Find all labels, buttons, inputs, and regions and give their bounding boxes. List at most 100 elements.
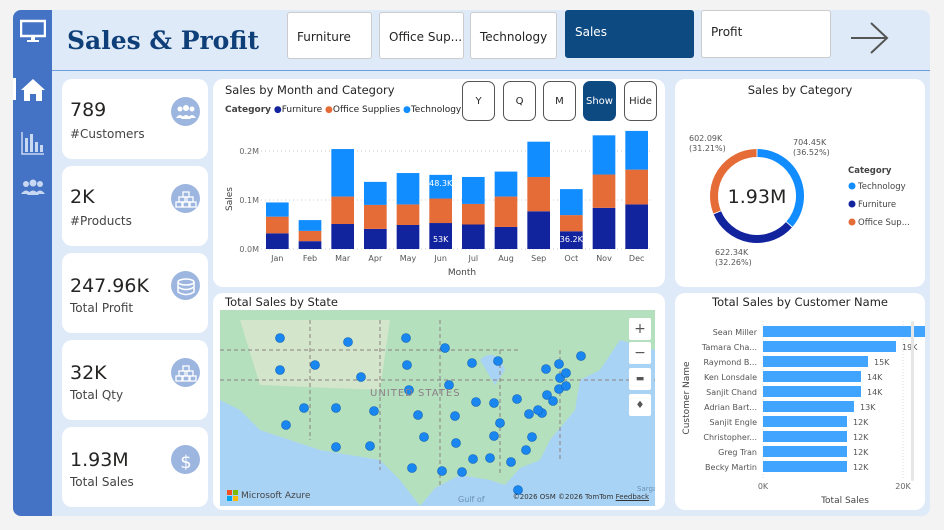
- data-label: 15K: [874, 358, 890, 367]
- state-sales-marker: [451, 438, 461, 448]
- kpi-value: 247.96K: [70, 275, 149, 297]
- bar-office-supplies-oct: [560, 215, 583, 232]
- tab-technology[interactable]: Technology: [470, 12, 557, 59]
- tilt-button[interactable]: ▬: [629, 368, 651, 390]
- data-label: 12K: [853, 448, 869, 457]
- legend-item: Technology: [857, 182, 906, 192]
- kpi-card-customers: 789 #Customers: [62, 79, 208, 159]
- state-sales-marker: [521, 445, 531, 455]
- state-sales-marker: [471, 397, 481, 407]
- bar-furniture-jun: [429, 223, 452, 249]
- bar-sanjitchand: [763, 386, 861, 397]
- x-tick-label: 20K: [895, 482, 911, 491]
- data-label: 12K: [853, 463, 869, 472]
- state-sales-marker: [548, 396, 558, 406]
- dashboard: Sales & Profit Furniture Office Sup... T…: [13, 10, 930, 516]
- x-axis-title: Month: [448, 268, 476, 278]
- bar-adrianbart: [763, 401, 854, 412]
- active-indicator: [13, 78, 16, 100]
- home-icon[interactable]: [13, 75, 52, 105]
- x-tick-label: Jul: [468, 254, 479, 263]
- tab-sales[interactable]: Sales: [565, 10, 694, 58]
- hide-button[interactable]: Hide: [624, 81, 657, 121]
- y-tick-label: 0.2M: [239, 147, 259, 156]
- zoom-out-button[interactable]: −: [629, 342, 651, 364]
- bar-chart-icon[interactable]: [13, 128, 52, 158]
- bar-furniture-dec: [625, 204, 648, 249]
- state-sales-marker: [542, 390, 552, 400]
- state-sales-marker: [281, 420, 291, 430]
- category-label: Becky Martin: [705, 463, 757, 472]
- map-canvas[interactable]: [220, 310, 655, 506]
- bar-kenlonsdale: [763, 371, 861, 382]
- bar-technology-nov: [592, 135, 616, 175]
- bar-furniture-sep: [527, 211, 550, 249]
- state-sales-marker: [401, 333, 411, 343]
- state-sales-marker: [275, 333, 285, 343]
- data-label: 13K: [860, 403, 876, 412]
- data-label: 19K: [902, 343, 918, 352]
- state-sales-marker: [457, 467, 467, 477]
- kpi-label: Total Sales: [70, 475, 134, 489]
- dollar-icon: $: [171, 445, 200, 474]
- page-title: Sales & Profit: [67, 26, 260, 55]
- state-sales-marker: [413, 410, 423, 420]
- legend-item-technology[interactable]: ●Technology: [402, 105, 462, 115]
- tab-profit[interactable]: Profit: [701, 10, 831, 58]
- month-button[interactable]: M: [543, 81, 576, 121]
- kpi-card-products: 2K #Products: [62, 166, 208, 246]
- state-sales-marker: [407, 463, 417, 473]
- quarter-button[interactable]: Q: [503, 81, 536, 121]
- state-sales-marker: [468, 454, 478, 464]
- bar-office-supplies-jan: [266, 216, 289, 234]
- y-tick-label: 0.1M: [239, 196, 259, 205]
- state-sales-marker: [331, 442, 341, 452]
- bar-furniture-may: [396, 224, 420, 249]
- legend-item-office-supplies[interactable]: ●Office Supplies: [325, 105, 401, 115]
- bar-furniture-nov: [592, 207, 616, 249]
- category-label: Sanjit Engle: [709, 418, 757, 427]
- legend: Category ●Furniture ●Office Supplies ●Te…: [225, 105, 461, 115]
- bar-furniture-jan: [266, 233, 289, 249]
- state-sales-marker: [576, 351, 586, 361]
- next-arrow-icon[interactable]: [849, 20, 891, 60]
- data-label: 12K: [853, 433, 869, 442]
- category-label: Christopher...: [703, 433, 757, 442]
- bar-office-supplies-sep: [527, 176, 550, 212]
- zoom-in-button[interactable]: +: [629, 318, 651, 340]
- y-tick-label: 0.0M: [239, 245, 259, 254]
- monitor-icon[interactable]: [13, 16, 52, 46]
- show-button[interactable]: Show: [583, 81, 616, 121]
- slice-pct-label: (36.52%): [793, 148, 830, 157]
- bar-furniture-oct: [560, 231, 583, 249]
- map-attribution: ©2026 OSM ©2026 TomTom Feedback: [512, 493, 649, 501]
- x-tick-label: Dec: [629, 254, 644, 263]
- feedback-link[interactable]: Feedback: [615, 493, 649, 501]
- category-label: Sanjit Chand: [706, 388, 757, 397]
- bar-technology-jul: [462, 176, 485, 204]
- sales-by-category-card: Sales by Category 1.93M 704.45K (36.52%) 62…: [675, 79, 925, 287]
- x-tick-label: Mar: [335, 254, 351, 263]
- state-sales-marker: [561, 368, 571, 378]
- boxes-icon: [171, 184, 200, 213]
- compass-button[interactable]: ♦: [629, 394, 651, 416]
- tab-office-supplies[interactable]: Office Sup...: [379, 12, 464, 59]
- state-sales-marker: [485, 453, 495, 463]
- category-label: Ken Lonsdale: [704, 373, 757, 382]
- category-label: Raymond B...: [703, 358, 757, 367]
- data-label: 53K: [433, 235, 449, 244]
- people-icon[interactable]: [13, 173, 52, 203]
- year-button[interactable]: Y: [462, 81, 495, 121]
- bar-furniture-apr: [364, 228, 387, 249]
- bar-technology-may: [396, 173, 420, 205]
- chart-title: Sales by Category: [747, 83, 853, 97]
- map[interactable]: UNITED STATES Gulf of Sarga + − ▬ ♦ Micr…: [220, 310, 655, 506]
- legend-item-furniture[interactable]: ●Furniture: [273, 105, 323, 115]
- state-sales-marker: [440, 343, 450, 353]
- data-label: 36.2K: [560, 235, 584, 244]
- tab-furniture[interactable]: Furniture: [287, 12, 372, 59]
- slice-pct-label: (32.26%): [715, 258, 752, 267]
- scrollbar: [911, 321, 914, 481]
- state-sales-marker: [493, 356, 503, 366]
- legend-title: Category: [225, 105, 272, 115]
